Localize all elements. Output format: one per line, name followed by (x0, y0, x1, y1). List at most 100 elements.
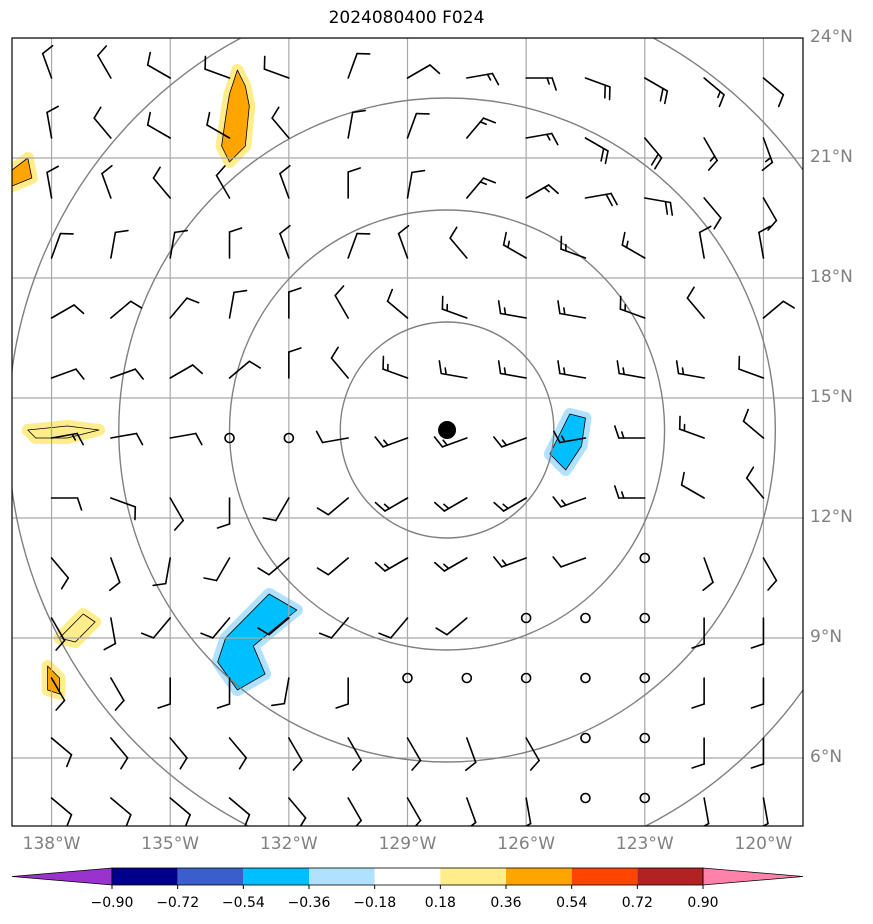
wind-barb (50, 432, 84, 446)
wind-barb (347, 797, 362, 826)
latitude-label: 21°N (810, 147, 853, 167)
range-ring (118, 97, 777, 763)
wind-barb (703, 77, 725, 108)
wind-barb (497, 300, 527, 319)
wind-barb (466, 117, 497, 139)
wind-barb (279, 224, 291, 259)
longitude-label: 120°W (734, 834, 793, 854)
wind-barb (761, 797, 769, 826)
colorbar-segment (637, 868, 703, 885)
longitude-label: 126°W (497, 834, 556, 854)
wind-barb (169, 229, 189, 259)
wind-barb (157, 677, 171, 709)
colorbar-segment (506, 868, 572, 885)
wind-barb (441, 295, 468, 319)
wind-barb (584, 77, 611, 101)
wind-barb (466, 177, 497, 199)
wind-barb (742, 408, 765, 439)
wind-barb (616, 360, 646, 379)
wind-barb (382, 355, 409, 379)
range-ring (228, 209, 666, 651)
graticule (12, 38, 803, 826)
wind-barb (374, 436, 409, 448)
wind-barb (502, 231, 527, 259)
wind-barb (438, 360, 468, 379)
wind-barb (46, 105, 59, 139)
wind-barb (215, 165, 231, 199)
positive-anomaly-nw (221, 69, 250, 163)
wind-barb (110, 229, 129, 259)
wind-barb (584, 192, 618, 207)
wind-barb (347, 737, 362, 771)
wind-barb (738, 355, 765, 379)
wind-barb (206, 111, 231, 139)
range-ring (339, 321, 555, 539)
wind-barb (434, 497, 468, 512)
wind-barb (466, 797, 477, 826)
wind-barb (347, 52, 371, 79)
colorbar-segment (374, 868, 441, 885)
calm-wind-marker (520, 672, 532, 684)
wind-barb (110, 497, 137, 521)
negative-anomaly-e (549, 413, 586, 471)
wind-barb (406, 737, 422, 771)
wind-barb (204, 55, 231, 79)
wind-barb (169, 432, 203, 446)
longitude-label: 123°W (615, 834, 674, 854)
wind-barb (406, 64, 441, 79)
wind-barb (702, 557, 714, 592)
wind-barb (169, 297, 200, 319)
wind-barbs-layer (41, 44, 795, 826)
wind-barb (525, 77, 557, 91)
wind-barb (110, 677, 125, 711)
storm-center-marker (438, 421, 457, 439)
wind-barb (318, 617, 349, 639)
calm-wind-marker (283, 432, 295, 444)
wind-barb (347, 167, 361, 199)
latitude-label: 24°N (810, 27, 853, 47)
wind-barb (643, 197, 674, 216)
wind-barb (228, 289, 248, 319)
wind-barb (406, 112, 430, 139)
wind-barb (316, 497, 349, 516)
colorbar-max-extend (702, 867, 804, 886)
wind-barb (228, 797, 251, 826)
wind-barb (97, 45, 112, 79)
wind-barb (271, 677, 290, 707)
colorbar-outline (111, 867, 704, 886)
wind-barb (374, 557, 409, 572)
wind-barb (263, 55, 290, 79)
wind-barb (406, 797, 422, 826)
latitude-label: 9°N (810, 627, 843, 647)
wind-barb (110, 300, 143, 319)
wind-barb (619, 295, 646, 319)
wind-barb (152, 557, 171, 587)
colorbar-tick-label: 0.18 (424, 895, 456, 911)
wind-barb (435, 617, 468, 636)
wind-barb (750, 677, 765, 709)
wind-barb (200, 617, 231, 639)
wind-barb (465, 737, 477, 772)
wind-barb (50, 737, 73, 768)
wind-barb (316, 557, 349, 576)
wind-barb (46, 165, 59, 199)
wind-barb (584, 137, 609, 165)
wind-barb (50, 677, 66, 711)
wind-barb (109, 557, 121, 592)
wind-barb (378, 617, 409, 639)
wind-barb (279, 164, 291, 199)
wind-barb (257, 557, 290, 576)
wind-barb (698, 225, 712, 259)
longitude-label: 129°W (378, 834, 437, 854)
wind-barb (560, 235, 587, 259)
calm-wind-marker (639, 792, 651, 804)
wind-barb (288, 797, 307, 826)
colorbar-tick-label: 0.36 (490, 895, 522, 911)
wind-barb (553, 430, 587, 444)
wind-barb (497, 360, 527, 379)
longitude-label: 132°W (259, 834, 318, 854)
wind-barb (146, 51, 171, 79)
map-title: 2024080400 F024 (328, 8, 485, 28)
wind-barb (257, 617, 290, 636)
